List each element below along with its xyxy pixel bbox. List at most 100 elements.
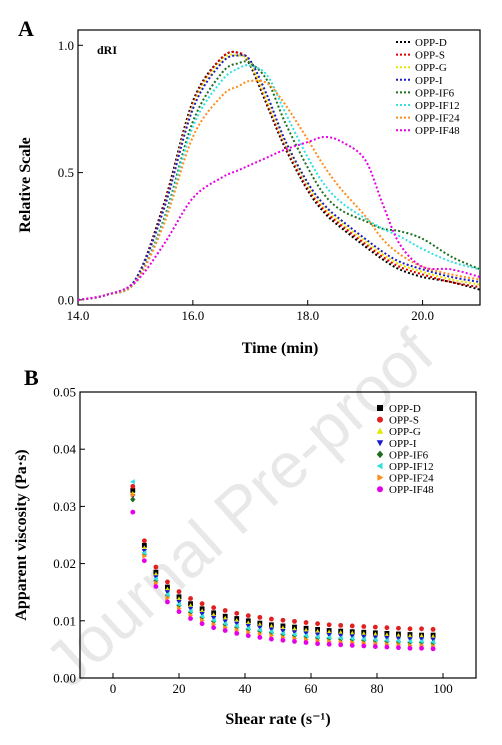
legend-label-opp-if24: OPP-IF24 (389, 473, 434, 485)
data-point-opp-i (303, 631, 309, 637)
data-point-opp-s (165, 579, 170, 585)
data-point-opp-s (384, 625, 390, 631)
data-point-opp-s (188, 596, 193, 601)
data-point-opp-if48 (153, 584, 159, 589)
chart-a: A dRI Relative Scale Time (min) 14.0 16.0… (17, 16, 481, 357)
x-tick-label-b: 80 (371, 681, 384, 696)
data-point-opp-if48 (165, 599, 170, 605)
data-point-opp-if48 (176, 609, 182, 615)
data-point-opp-if12 (372, 637, 378, 643)
y-tick-label-b: 0.05 (53, 385, 76, 400)
data-point-opp-i (245, 623, 251, 629)
data-point-opp-s (176, 589, 182, 595)
legend-label-opp-if48: OPP-IF48 (415, 125, 460, 137)
plot-area-b: 0 20 40 60 80 100 0.00 0.01 0.02 0.03 0.04 0.05 OPP-… (53, 385, 477, 696)
data-point-opp-if6 (153, 577, 159, 584)
data-point-opp-if48 (349, 642, 355, 648)
data-point-opp-if12 (176, 601, 182, 607)
data-point-opp-if48 (234, 630, 240, 636)
data-point-opp-i (314, 632, 321, 638)
y-tick-label-b: 0.00 (53, 671, 76, 686)
data-point-opp-s (153, 564, 159, 570)
series-group-b (130, 479, 436, 652)
y-tick-label-b: 0.01 (53, 613, 76, 628)
x-tick-label-a: 14.0 (67, 308, 90, 323)
data-point-opp-if12 (199, 613, 205, 619)
data-point-opp-s (430, 626, 436, 632)
legend-label-opp-if6: OPP-IF6 (389, 449, 429, 461)
data-point-opp-i (257, 625, 263, 631)
panel-letter-a: A (18, 16, 34, 41)
data-point-opp-if12 (326, 634, 332, 641)
legend-label-opp-if12: OPP-IF12 (389, 461, 434, 473)
data-point-opp-if12 (280, 630, 285, 637)
y-tick-label-a: 1.0 (58, 38, 74, 53)
legend-label-opp-if48: OPP-IF48 (389, 484, 434, 496)
data-point-opp-if12 (257, 627, 262, 633)
data-point-opp-if48 (130, 509, 136, 515)
data-point-opp-s (315, 621, 320, 627)
data-point-opp-if48 (407, 645, 413, 651)
data-point-opp-i (349, 634, 355, 640)
annotation-dri: dRI (97, 43, 117, 57)
data-point-opp-if12 (418, 638, 424, 645)
data-point-opp-if6 (130, 496, 136, 503)
legend-label-opp-i: OPP-I (389, 438, 417, 450)
series-line-opp-if12 (78, 64, 480, 301)
data-point-opp-if12 (291, 631, 297, 638)
data-point-opp-d (130, 487, 136, 493)
legend-marker-opp-if12 (376, 462, 383, 470)
data-point-opp-if12 (349, 635, 355, 642)
data-point-opp-if48 (292, 638, 297, 644)
data-point-opp-i (176, 599, 182, 605)
data-point-opp-s (292, 618, 297, 624)
data-point-opp-i (222, 619, 228, 625)
data-point-opp-if48 (280, 637, 286, 643)
data-point-opp-if48 (384, 644, 390, 650)
series-line-opp-s (78, 50, 480, 301)
data-point-opp-if24 (142, 553, 148, 559)
data-point-opp-i (211, 615, 217, 621)
data-point-opp-s (361, 624, 367, 629)
legend-marker-opp-d (377, 405, 383, 411)
data-point-opp-if48 (257, 634, 263, 640)
legend-label-opp-d: OPP-D (389, 403, 421, 415)
chart-b: B Apparent viscosity (Pa·s) Shear rate (… (13, 365, 477, 728)
x-axis-title-b: Shear rate (s⁻¹) (225, 711, 330, 728)
x-tick-label-a: 20.0 (411, 308, 434, 323)
data-point-opp-if12 (314, 634, 320, 640)
legend-label-opp-g: OPP-G (415, 62, 447, 74)
data-point-opp-s (396, 625, 401, 631)
y-axis-title-a: Relative Scale (17, 137, 34, 233)
series-line-opp-if24 (78, 79, 480, 301)
legend-marker-opp-s (377, 416, 383, 423)
plot-frame-b (79, 391, 477, 679)
data-point-opp-d (141, 542, 147, 548)
y-tick-label-a: 0.0 (58, 292, 74, 307)
legend-marker-opp-if48 (377, 486, 383, 493)
legend-label-opp-s: OPP-S (415, 50, 445, 62)
data-point-opp-if12 (245, 625, 251, 631)
data-point-opp-if48 (372, 644, 378, 649)
legend-label-opp-s: OPP-S (389, 415, 419, 427)
data-point-opp-if6 (141, 551, 147, 558)
x-tick-label-a: 16.0 (181, 308, 204, 323)
data-point-opp-s (303, 620, 309, 625)
y-tick-label-a: 0.5 (58, 165, 74, 180)
data-point-opp-if48 (315, 641, 320, 647)
legend-marker-opp-i (376, 440, 384, 447)
data-point-opp-if12 (361, 636, 366, 642)
data-point-opp-s (141, 538, 147, 544)
data-point-opp-s (211, 605, 217, 611)
data-point-opp-if12 (384, 637, 389, 643)
x-tick-label-b: 0 (110, 681, 117, 696)
data-point-opp-s (326, 622, 332, 628)
data-point-opp-if12 (233, 623, 239, 629)
data-point-opp-s (234, 610, 240, 616)
data-point-opp-i (430, 637, 436, 643)
data-point-opp-if12 (153, 576, 158, 582)
data-point-opp-s (280, 617, 286, 623)
data-point-opp-if12 (222, 621, 228, 627)
data-point-opp-if48 (188, 616, 193, 621)
